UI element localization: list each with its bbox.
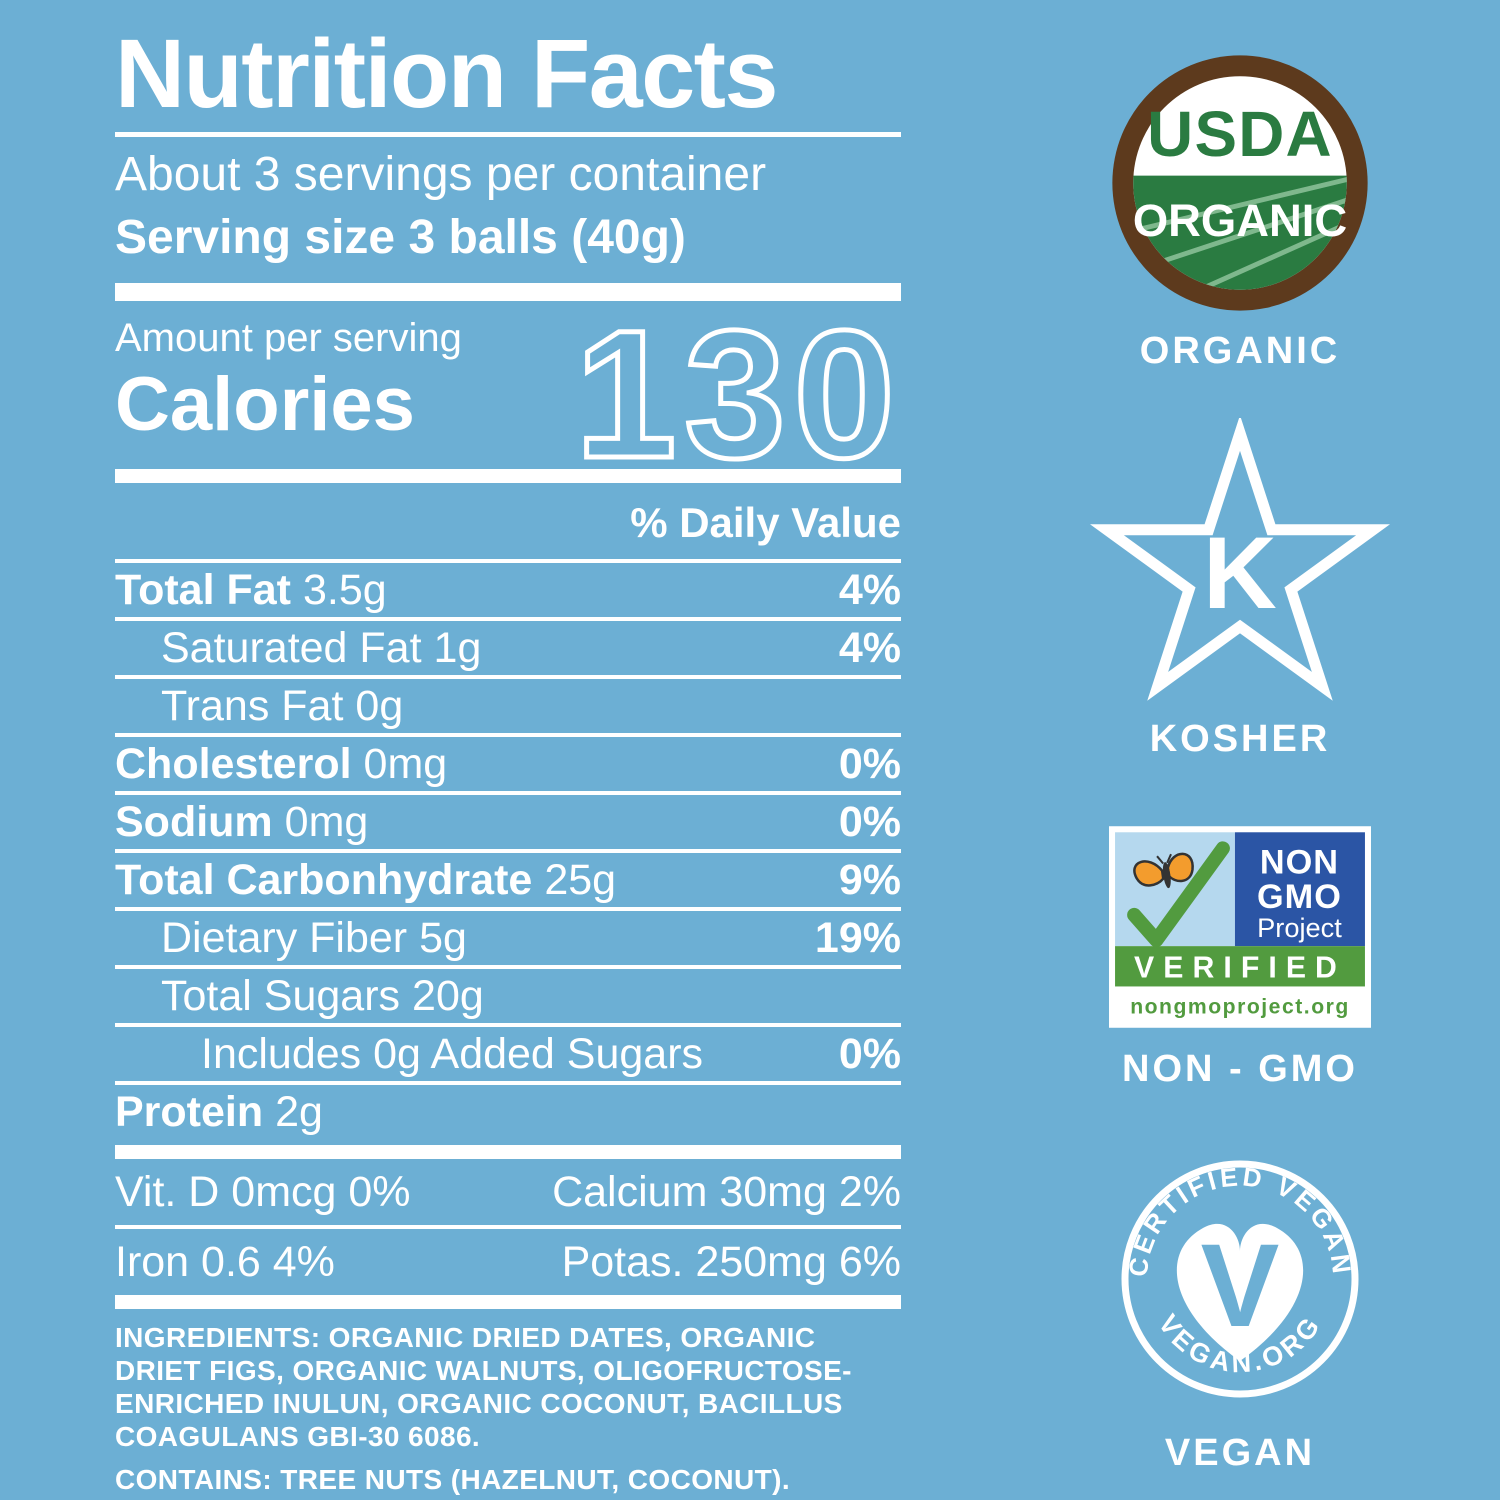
nutrient-amount: 3.5g [302,566,387,614]
ingredients-list: ORGANIC DRIED DATES, ORGANIC DRIET FIGS,… [115,1322,852,1452]
nongmo-url-text: nongmoproject.org [1130,996,1350,1019]
verified-text: VERIFIED [1134,951,1346,984]
gmo-text: GMO [1257,878,1342,916]
certification-badges-column: USDA ORGANIC ORGANIC K KOSHER NON GM [1075,0,1405,1500]
divider-medium [115,469,901,483]
non-gmo-badge: NON GMO Project VERIFIED nongmoproject.o… [1075,826,1405,1091]
daily-value-header: % Daily Value [630,499,901,546]
calories-section: Amount per serving Calories 130 [115,309,901,474]
calories-labels: Amount per serving Calories [115,311,462,447]
nutrient-name: Trans Fat [161,682,344,730]
nutrient-dv: 4% [838,624,901,672]
kosher-star-icon: K [1090,418,1390,701]
ingredients-label: INGREDIENTS: [115,1322,321,1353]
usda-organic-badge: USDA ORGANIC ORGANIC [1075,48,1405,373]
contains-label: CONTAINS: [115,1464,273,1495]
nutrient-row-total-fat: Total Fat 3.5g 4% [115,559,901,617]
nutrient-dv: 19% [814,914,901,962]
nutrient-name: Dietary Fiber [161,914,408,962]
nutrient-name: Total Sugars [161,972,401,1020]
nutrient-row-sodium: Sodium 0mg 0% [115,791,901,849]
nutrient-dv: 0% [838,1030,901,1078]
micronutrient-row-1: Vit. D 0mcg 0% Calcium 30mg 2% [115,1159,901,1225]
non-gmo-verified-icon: NON GMO Project VERIFIED nongmoproject.o… [1109,826,1371,1028]
nutrient-amount: 20g [412,972,484,1020]
nutrient-row-total-sugars: Total Sugars 20g [115,965,901,1023]
divider-medium [115,1295,901,1309]
micro-left: Vit. D 0mcg 0% [115,1168,411,1216]
nutrient-row-saturated-fat: Saturated Fat 1g 4% [115,617,901,675]
usda-text: USDA [1147,98,1333,170]
sprout-check-icon [1127,841,1230,948]
butterfly-icon [1133,852,1194,889]
nutrient-amount: 0mg [363,740,448,788]
nutrient-amount: 0g [355,682,404,730]
kosher-k-letter: K [1203,516,1277,630]
nutrient-amount: 0mg [284,798,369,846]
nutrient-name: Total Carbonhydrate [115,856,533,904]
micro-left: Iron 0.6 4% [115,1238,335,1286]
kosher-badge: K KOSHER [1075,418,1405,761]
servings-per-container: About 3 servings per container [115,148,767,201]
nutrient-row-dietary-fiber: Dietary Fiber 5g 19% [115,907,901,965]
micro-right: Calcium 30mg 2% [552,1168,901,1216]
nutrient-name: Saturated Fat [161,624,422,672]
micronutrient-row-2: Iron 0.6 4% Potas. 250mg 6% [115,1225,901,1295]
calories-value: 130 [575,309,901,474]
nutrient-amount: 25g [544,856,617,904]
ingredients-text: INGREDIENTS: ORGANIC DRIED DATES, ORGANI… [115,1321,901,1453]
nutrient-amount: 2g [275,1088,323,1136]
non-text: NON [1260,844,1339,882]
project-text: Project [1257,912,1342,943]
vegan-caption: VEGAN [1164,1432,1316,1474]
micro-right: Potas. 250mg 6% [561,1238,901,1286]
contains-text: CONTAINS: TREE NUTS (HAZELNUT, COCONUT). [115,1463,901,1496]
nutrient-dv: 0% [838,740,901,788]
usda-organic-text: ORGANIC [1133,195,1347,246]
divider-thick [115,283,901,301]
nutrient-name: Cholesterol [115,740,352,788]
serving-size: Serving size 3 balls (40g) [115,211,686,264]
nutrient-row-added-sugars: Includes 0g Added Sugars 0% [115,1023,901,1081]
nutrient-name: Sodium [115,798,273,846]
usda-organic-seal-icon: USDA ORGANIC [1112,55,1368,311]
nutrient-row-trans-fat: Trans Fat 0g [115,675,901,733]
nutrient-row-cholesterol: Cholesterol 0mg 0% [115,733,901,791]
nutrient-dv: 0% [838,798,901,846]
nutrient-amount: 1g [433,624,482,672]
calories-value-outline: 130 [573,309,901,474]
calories-label: Calories [115,362,415,447]
nutrient-name: Total Fat [115,566,291,614]
nutrient-row-total-carbohydrate: Total Carbonhydrate 25g 9% [115,849,901,907]
contains-list: TREE NUTS (HAZELNUT, COCONUT). [280,1464,791,1495]
nutrient-dv: 9% [838,856,901,904]
amount-per-serving-label: Amount per serving [115,316,462,360]
nutrition-facts-panel: Nutrition Facts About 3 servings per con… [115,22,901,1496]
non-gmo-caption: NON - GMO [1122,1048,1358,1090]
kosher-caption: KOSHER [1149,718,1331,760]
divider-medium [115,1145,901,1159]
nutrient-amount: 5g [419,914,467,962]
nutrient-name: Includes 0g Added Sugars [201,1030,704,1078]
organic-caption: ORGANIC [1139,330,1341,372]
heart-icon [1176,1223,1304,1361]
nutrient-dv: 4% [838,566,901,614]
certified-vegan-badge: V CERTIFIED VEGAN VEGAN.ORG VEGAN [1075,1154,1405,1475]
nutrient-name: Protein [115,1088,264,1136]
vegan-v-letter: V [1201,1220,1280,1352]
certified-vegan-icon: V CERTIFIED VEGAN VEGAN.ORG [1121,1160,1359,1398]
nutrition-facts-title: Nutrition Facts [115,22,901,137]
nutrient-row-protein: Protein 2g [115,1081,901,1139]
